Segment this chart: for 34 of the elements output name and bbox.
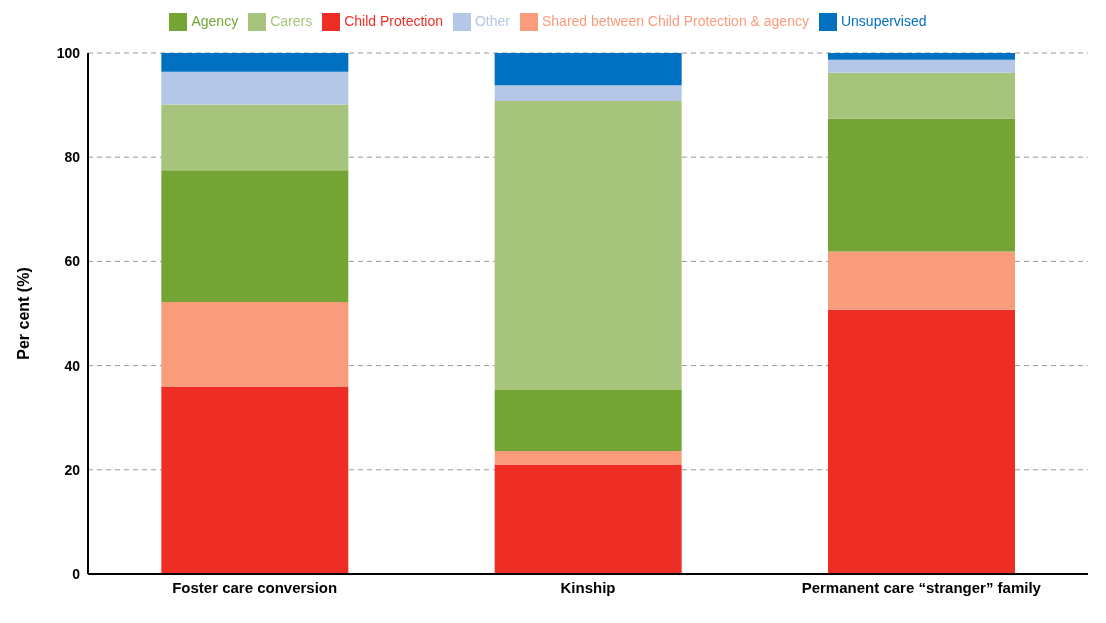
- bar: [161, 53, 349, 72]
- bar: [828, 53, 1015, 60]
- bar: [161, 71, 349, 105]
- legend-label: Child Protection: [344, 13, 443, 29]
- bar: [494, 100, 682, 391]
- x-tick-label: Foster care conversion: [172, 578, 338, 596]
- legend-label: Shared between Child Protection & agency: [542, 13, 809, 29]
- legend-label: Carers: [270, 13, 313, 29]
- bar: [161, 104, 349, 171]
- bar: [494, 464, 682, 574]
- legend-label: Agency: [191, 13, 239, 29]
- bar: [161, 170, 349, 303]
- bar: [161, 302, 349, 387]
- bar: [494, 451, 682, 465]
- legend-label: Other: [474, 13, 510, 29]
- y-tick-label: 80: [64, 149, 81, 166]
- x-tick-label: Permanent care “stranger” family: [801, 578, 1042, 596]
- bar: [828, 251, 1015, 310]
- bar: [828, 59, 1015, 73]
- bar: [828, 309, 1015, 574]
- legend-label: Unsupervised: [840, 13, 927, 29]
- y-axis-title: Per cent (%): [14, 267, 32, 360]
- x-tick-label: Kinship: [560, 578, 616, 596]
- y-tick-label: 100: [56, 44, 81, 61]
- y-tick-label: 40: [64, 357, 81, 374]
- y-tick-label: 20: [64, 461, 81, 478]
- y-tick-label: 60: [64, 253, 81, 270]
- bar: [161, 386, 349, 574]
- y-tick-label: 0: [72, 565, 81, 582]
- bar: [828, 72, 1015, 119]
- bar: [494, 53, 682, 86]
- bar: [494, 85, 682, 101]
- bar: [494, 390, 682, 452]
- bar: [828, 118, 1015, 252]
